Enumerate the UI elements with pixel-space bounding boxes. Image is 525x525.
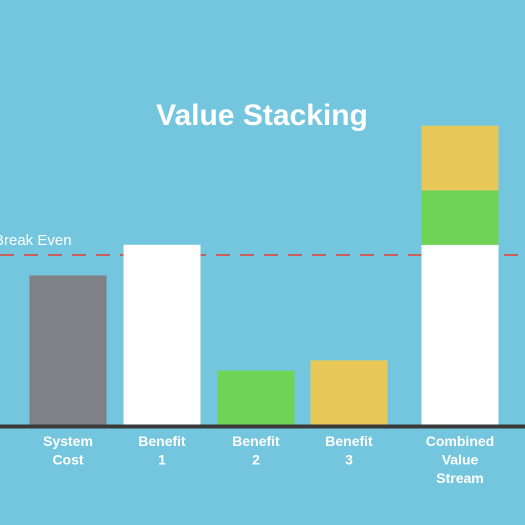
category-label-1: System Cost [43,433,93,468]
category-label-line: 2 [252,452,260,468]
category-label-line: Benefit [138,433,186,449]
category-label-5: Combined Value Stream [426,433,494,486]
category-label-3: Benefit 2 [232,433,280,468]
category-label-line: 1 [158,452,166,468]
category-label-line: Value [442,452,479,468]
chart-title: Value Stacking [156,99,368,132]
category-label-line: Stream [436,470,483,486]
bar-5-segment-2 [421,190,499,245]
category-label-line: System [43,433,93,449]
bars [29,125,499,425]
bar-5-segment-1 [421,244,499,425]
category-label-line: Cost [52,452,83,468]
bar-2-segment-1 [123,244,201,425]
category-label-4: Benefit 3 [325,433,373,468]
category-label-line: Combined [426,433,494,449]
category-labels: System Cost Benefit 1 Benefit 2 Benefit 3 Combin… [43,433,494,486]
category-label-line: Benefit [232,433,280,449]
category-label-line: 3 [345,452,353,468]
break-even-label: Break Even [0,232,72,249]
category-label-line: Benefit [325,433,373,449]
category-label-2: Benefit 1 [138,433,186,468]
bar-5-segment-3 [421,125,499,191]
bar-1-segment-1 [29,275,107,425]
bar-4-segment-1 [310,360,388,425]
bar-3-segment-1 [217,370,295,425]
